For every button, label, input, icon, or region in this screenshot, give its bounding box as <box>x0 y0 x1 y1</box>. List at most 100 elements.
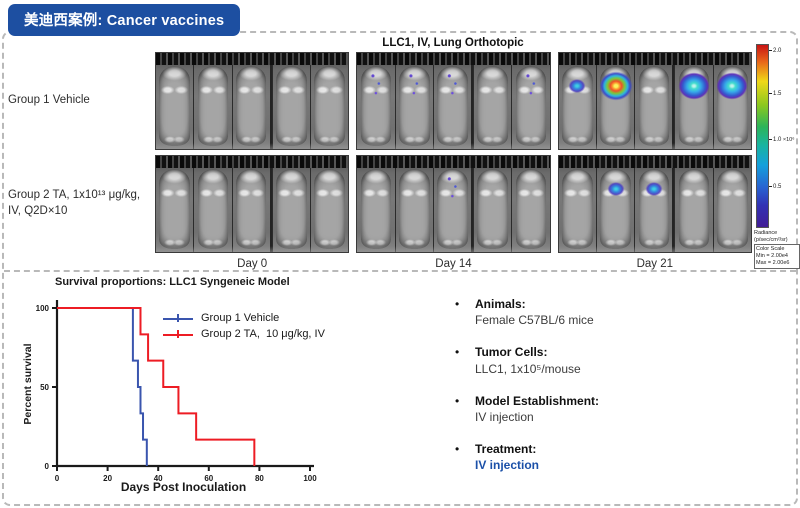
study-bullet-item: • Treatment: IV injection <box>455 441 775 473</box>
mouse-image-panel <box>356 52 551 150</box>
x-axis-label: Days Post Inoculation <box>120 480 247 494</box>
bullet-value: LLC1, 1x10⁵/mouse <box>475 361 581 376</box>
mouse-figure <box>675 156 713 252</box>
color-scale-min: Min = 2.00e4 <box>756 252 788 259</box>
survival-curve <box>57 307 256 466</box>
radiance-colorbar: 2.0 1.5 1.0 ×10⁶ 0.5 Radiance (p/sec/cm²/sr… <box>754 44 800 269</box>
bullet-heading: Animals: <box>475 297 526 311</box>
mouse-figure <box>272 53 311 149</box>
bioluminescence-signal <box>645 181 663 196</box>
colorbar-radiance-label: Radiance (p/sec/cm²/sr) <box>754 230 798 243</box>
legend-line-marker <box>163 330 193 338</box>
bioluminescence-signal <box>568 78 586 93</box>
radiance-word: Radiance <box>754 230 778 236</box>
mouse-figure <box>194 53 232 149</box>
bullet-heading: Model Establishment: <box>475 393 600 408</box>
mouse-figure <box>232 53 272 149</box>
mouse-figure <box>232 156 272 252</box>
study-bullet-item: • Animals: Female C57BL/6 mice <box>455 296 775 328</box>
mouse-figure <box>357 156 395 252</box>
mouse-image-panel <box>155 52 350 150</box>
radiance-unit: (p/sec/cm²/sr) <box>754 236 788 243</box>
bioluminescence-signal <box>512 53 550 146</box>
day-labels-row: Day 0 Day 14 Day 21 <box>8 258 752 274</box>
chart-tick-label: 50 <box>40 383 49 392</box>
group-label: Group 1 Vehicle <box>8 94 90 107</box>
bullet-content: Tumor Cells: LLC1, 1x10⁵/mouse <box>475 344 775 376</box>
bullet-icon: • <box>455 345 460 360</box>
bullet-content: Model Establishment: IV injection <box>475 393 775 425</box>
mouse-figure <box>596 53 635 149</box>
imaging-rows: Group 1 Vehicle Group 2 TA, 1x10¹³ μg/kg,… <box>8 52 752 274</box>
legend-entry: Group 1 Vehicle <box>163 312 325 324</box>
imaging-group-row: Group 2 TA, 1x10¹³ μg/kg, IV, Q2D×10 <box>8 155 752 253</box>
mouse-figure <box>311 156 349 252</box>
mouse-figure <box>474 53 512 149</box>
mouse-figure <box>512 156 550 252</box>
day-label: Day 0 <box>237 258 268 270</box>
colorbar-multiplier: ×10⁶ <box>781 136 795 143</box>
mouse-image-panel <box>356 155 551 253</box>
mouse-figure <box>713 156 751 252</box>
chart-legend: Group 1 Vehicle Group 2 TA, 10 μg/kg, IV <box>163 312 325 340</box>
imaging-group-row: Group 1 Vehicle <box>8 52 752 150</box>
survival-curve <box>57 307 148 466</box>
colorbar-tick: 2.0 <box>769 48 781 54</box>
mouse-figure <box>675 53 713 149</box>
mouse-figure <box>433 156 474 252</box>
section-divider <box>4 270 796 272</box>
legend-label: Group 2 TA, 10 μg/kg, IV <box>201 328 325 340</box>
color-scale-title: Color Scale <box>756 246 785 252</box>
chart-tick-label: 0 <box>55 474 60 483</box>
bullet-heading: Treatment: <box>475 442 537 457</box>
bioluminescence-signal <box>678 72 710 100</box>
mouse-figure <box>156 156 194 252</box>
day-label: Day 21 <box>636 258 674 270</box>
bioluminescence-signal <box>395 53 433 146</box>
imaging-section-title: LLC1, IV, Lung Orthotopic <box>382 37 524 49</box>
bioluminescence-signal <box>433 53 472 146</box>
chart-title: Survival proportions: LLC1 Syngeneic Mod… <box>55 276 290 288</box>
mouse-figure <box>596 156 635 252</box>
group-label: Group 2 TA, 1x10¹³ μg/kg, IV, Q2D×10 <box>8 189 141 217</box>
mouse-figure <box>474 156 512 252</box>
bioluminescence-signal <box>433 156 472 249</box>
study-bullet-item: • Model Establishment: IV injection <box>455 393 775 425</box>
mouse-figure <box>272 156 311 252</box>
bullet-icon: • <box>455 393 460 408</box>
mouse-image-panel <box>155 155 350 253</box>
chart-tick-label: 20 <box>103 474 112 483</box>
survival-chart-plot: 0 20 40 60 80 100 0 50 100 <box>36 300 317 483</box>
legend-line-marker <box>163 314 193 322</box>
bullet-heading: Tumor Cells: <box>475 345 548 360</box>
day-label-spacer <box>8 258 148 274</box>
colorbar-tick: 1.5 <box>769 91 781 97</box>
chart-tick-label: 100 <box>36 304 50 313</box>
survival-chart: Survival proportions: LLC1 Syngeneic Mod… <box>15 272 350 502</box>
mouse-figure <box>156 53 194 149</box>
legend-entry: Group 2 TA, 10 μg/kg, IV <box>163 328 325 340</box>
chart-tick-label: 80 <box>255 474 264 483</box>
mouse-image-panel <box>557 155 752 253</box>
bullet-content: Treatment: IV injection <box>475 441 775 473</box>
bullet-content: Animals: Female C57BL/6 mice <box>475 296 775 328</box>
bioluminescence-signal <box>599 71 633 101</box>
mouse-image-panel <box>557 52 752 150</box>
mouse-figure <box>635 156 675 252</box>
colorbar-tick: 0.5 <box>769 184 781 190</box>
mouse-figure <box>395 53 433 149</box>
mouse-figure <box>395 156 433 252</box>
bullet-value: IV injection <box>475 409 534 424</box>
study-details-list: • Animals: Female C57BL/6 mice • Tumor Cells… <box>455 296 775 474</box>
mouse-figure <box>512 53 550 149</box>
bioluminescence-signal <box>716 72 748 100</box>
day-label: Day 14 <box>435 258 472 270</box>
mouse-figure <box>194 156 232 252</box>
mouse-figure <box>357 53 395 149</box>
slide-title-banner: 美迪西案例: Cancer vaccines <box>8 4 241 36</box>
bullet-value: Female C57BL/6 mice <box>475 313 594 328</box>
chart-tick-label: 0 <box>45 462 50 471</box>
chart-tick-label: 60 <box>204 474 213 483</box>
mouse-figure <box>311 53 349 149</box>
bullet-icon: • <box>455 442 460 457</box>
